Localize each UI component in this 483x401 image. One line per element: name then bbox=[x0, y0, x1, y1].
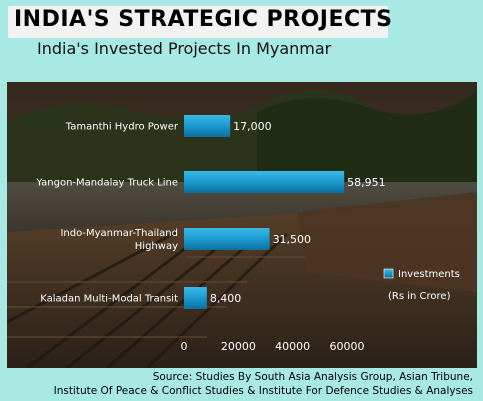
legend-label: Investments bbox=[398, 269, 460, 280]
legend: Investments (Rs in Crore) bbox=[383, 268, 460, 302]
x-tick-label: 0 bbox=[181, 340, 188, 353]
category-label: Indo-Myanmar-Thailand Highway bbox=[60, 228, 178, 252]
legend-swatch bbox=[383, 268, 394, 279]
bar bbox=[184, 228, 270, 250]
chart: Tamanthi Hydro Power Yangon-Mandalay Truc… bbox=[35, 115, 460, 353]
value-labels: 17,000 58,951 31,500 8,400 bbox=[210, 120, 386, 305]
value-label: 8,400 bbox=[210, 292, 242, 305]
source-line-1: Source: Studies By South Asia Analysis G… bbox=[152, 371, 473, 383]
category-label: Tamanthi Hydro Power bbox=[65, 122, 179, 133]
x-tick-label: 40000 bbox=[275, 340, 310, 353]
x-axis-ticks: 0 20000 40000 60000 bbox=[181, 340, 365, 353]
source-note: Source: Studies By South Asia Analysis G… bbox=[54, 370, 473, 398]
photo-illustration: Tamanthi Hydro Power Yangon-Mandalay Truc… bbox=[7, 82, 477, 368]
category-label: Kaladan Multi-Modal Transit bbox=[40, 294, 178, 305]
value-label: 58,951 bbox=[347, 176, 386, 189]
bar-series bbox=[184, 115, 345, 309]
value-label: 17,000 bbox=[233, 120, 272, 133]
category-labels: Tamanthi Hydro Power Yangon-Mandalay Truc… bbox=[35, 122, 178, 305]
bar bbox=[184, 115, 231, 137]
source-line-2: Institute Of Peace & Conflict Studies & … bbox=[53, 385, 473, 397]
legend-note: (Rs in Crore) bbox=[388, 291, 451, 302]
x-tick-label: 20000 bbox=[221, 340, 256, 353]
bar bbox=[184, 171, 345, 193]
x-tick-label: 60000 bbox=[330, 340, 365, 353]
title-banner bbox=[8, 6, 388, 38]
page-title: INDIA'S STRATEGIC PROJECTS bbox=[14, 7, 393, 32]
value-label: 31,500 bbox=[273, 233, 312, 246]
background-photo: Tamanthi Hydro Power Yangon-Mandalay Truc… bbox=[7, 82, 477, 368]
page-subtitle: India's Invested Projects In Myanmar bbox=[37, 39, 332, 58]
bar bbox=[184, 287, 207, 309]
category-label: Yangon-Mandalay Truck Line bbox=[35, 178, 178, 189]
